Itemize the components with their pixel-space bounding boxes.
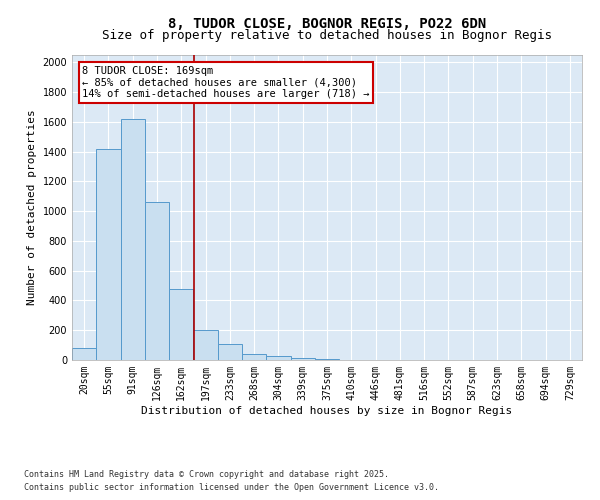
Text: 8, TUDOR CLOSE, BOGNOR REGIS, PO22 6DN: 8, TUDOR CLOSE, BOGNOR REGIS, PO22 6DN	[168, 18, 486, 32]
Bar	[145, 202, 169, 360]
Text: Size of property relative to detached houses in Bognor Regis: Size of property relative to detached ho…	[102, 29, 552, 42]
Bar	[96, 148, 121, 360]
Bar	[315, 358, 339, 360]
Y-axis label: Number of detached properties: Number of detached properties	[27, 110, 37, 306]
Bar	[290, 358, 315, 360]
X-axis label: Distribution of detached houses by size in Bognor Regis: Distribution of detached houses by size …	[142, 406, 512, 415]
Bar	[242, 354, 266, 360]
Text: Contains HM Land Registry data © Crown copyright and database right 2025.: Contains HM Land Registry data © Crown c…	[24, 470, 389, 479]
Bar	[193, 330, 218, 360]
Bar	[266, 356, 290, 360]
Bar	[218, 344, 242, 360]
Bar	[169, 288, 193, 360]
Bar	[72, 348, 96, 360]
Bar	[121, 119, 145, 360]
Text: 8 TUDOR CLOSE: 169sqm
← 85% of detached houses are smaller (4,300)
14% of semi-d: 8 TUDOR CLOSE: 169sqm ← 85% of detached …	[82, 66, 370, 99]
Text: Contains public sector information licensed under the Open Government Licence v3: Contains public sector information licen…	[24, 484, 439, 492]
